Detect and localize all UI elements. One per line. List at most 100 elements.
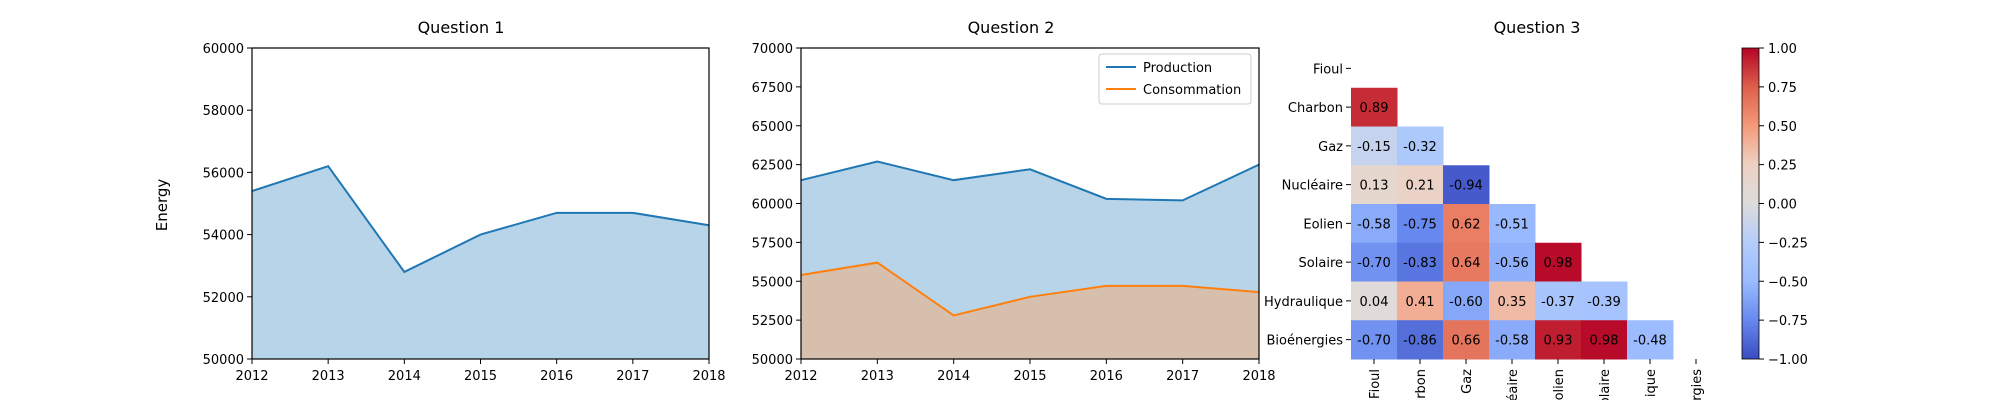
heatmap-cell	[1351, 126, 1398, 166]
heatmap-cell-label: -0.70	[1357, 334, 1391, 349]
y-tick-label: 54000	[203, 229, 244, 244]
heatmap-cell-label: -0.70	[1357, 256, 1391, 271]
y-tick-label: 57500	[752, 236, 793, 251]
chart-title-q3: Question 3	[1494, 18, 1581, 37]
x-tick-label: 2013	[312, 369, 345, 384]
colorbar-tick-label: 0.25	[1768, 159, 1797, 174]
heatmap-cell	[1397, 126, 1444, 166]
row-tick-label: Nucléaire	[1282, 179, 1343, 194]
colorbar-tick-label: −0.25	[1768, 236, 1808, 251]
row-tick-label: Charbon	[1288, 101, 1343, 116]
heatmap-cell	[1351, 165, 1398, 205]
x-tick-label: 2014	[388, 369, 421, 384]
heatmap-cell	[1443, 320, 1490, 360]
legend-label-consommation: Consommation	[1143, 83, 1241, 98]
colorbar-tick-label: 0.75	[1768, 81, 1797, 96]
heatmap-cell-label: 0.89	[1360, 101, 1389, 116]
heatmap-cell-label: 0.93	[1544, 334, 1573, 349]
colorbar-tick-label: −0.50	[1768, 275, 1808, 290]
col-tick-label: olien	[1552, 369, 1567, 400]
y-tick-label: 62500	[752, 159, 793, 174]
heatmap-cell-label: -0.39	[1587, 295, 1621, 310]
row-tick-label: Hydraulique	[1264, 295, 1343, 310]
x-tick-label: 2016	[540, 369, 573, 384]
heatmap-cell-label: 0.04	[1360, 295, 1389, 310]
row-tick-label: Bioénergies	[1267, 334, 1344, 349]
col-tick-label: rgies	[1690, 369, 1705, 400]
heatmap-cell	[1351, 204, 1398, 244]
heatmap-cell-label: -0.75	[1403, 217, 1437, 232]
heatmap-cell	[1351, 87, 1398, 127]
x-tick-label: 2014	[937, 369, 970, 384]
heatmap-cell-label: 0.66	[1452, 334, 1481, 349]
row-tick-label: Gaz	[1318, 140, 1343, 155]
heatmap-cell	[1443, 204, 1490, 244]
colorbar-tick-label: 1.00	[1768, 42, 1797, 57]
x-tick-label: 2015	[464, 369, 497, 384]
colorbar	[1741, 47, 1760, 360]
chart-question-3: Question 3 0.89 -0.15 -0.32 0.13 0.21 -0.94 -0…	[1264, 18, 1808, 400]
legend: Production Consommation	[1098, 53, 1252, 105]
heatmap-cell	[1397, 242, 1444, 282]
heatmap-cell	[1351, 320, 1398, 360]
y-tick-label: 67500	[752, 81, 793, 96]
heatmap-cell-label: 0.98	[1544, 256, 1573, 271]
heatmap-cell	[1397, 165, 1444, 205]
heatmap-cell	[1627, 320, 1674, 360]
chart-question-2: Question 2 2012 2013 2014 2015 2016 2017 2018 5…	[752, 18, 1276, 384]
colorbar-tick-label: 0.50	[1768, 120, 1797, 135]
x-tick-label: 2012	[784, 369, 817, 384]
colorbar-tick-label: 0.00	[1768, 198, 1797, 213]
y-tick-label: 55000	[752, 275, 793, 290]
x-tick-label: 2013	[861, 369, 894, 384]
heatmap-cell	[1489, 281, 1536, 321]
heatmap-cell-label: 0.98	[1590, 334, 1619, 349]
colorbar-tick-label: −1.00	[1768, 353, 1808, 368]
col-tick-label: ique	[1644, 369, 1659, 397]
heatmap-cell-label: -0.15	[1357, 140, 1391, 155]
col-tick-label: éaire	[1506, 369, 1521, 400]
y-axis-label-q1: Energy	[153, 179, 171, 232]
heatmap-cell	[1443, 165, 1490, 205]
legend-label-production: Production	[1143, 61, 1212, 76]
heatmap-cell-label: 0.41	[1406, 295, 1435, 310]
x-tick-label: 2018	[1242, 369, 1275, 384]
y-tick-label: 60000	[752, 198, 793, 213]
col-tick-label: olaire	[1598, 369, 1613, 400]
row-tick-label: Fioul	[1313, 62, 1343, 77]
heatmap-cell	[1443, 242, 1490, 282]
row-tick-label: Solaire	[1299, 256, 1343, 271]
y-tick-label: 56000	[203, 166, 244, 181]
heatmap-cell-label: -0.51	[1495, 217, 1529, 232]
heatmap-cell	[1535, 281, 1582, 321]
heatmap-cell-label: -0.37	[1541, 295, 1575, 310]
y-tick-label: 52500	[752, 314, 793, 329]
y-tick-label: 50000	[752, 353, 793, 368]
col-tick-label: Fioul	[1368, 369, 1383, 399]
chart-title-q1: Question 1	[418, 18, 505, 37]
heatmap-cell-label: -0.48	[1633, 334, 1667, 349]
y-tick-label: 58000	[203, 104, 244, 119]
col-tick-label: Gaz	[1460, 369, 1475, 394]
heatmap-cell	[1397, 320, 1444, 360]
heatmap-cell-label: -0.32	[1403, 140, 1437, 155]
x-tick-label: 2015	[1013, 369, 1046, 384]
heatmap-cell-label: -0.83	[1403, 256, 1437, 271]
area-fill-series-0	[252, 166, 709, 359]
heatmap-cell	[1535, 242, 1582, 282]
series-line-1	[800, 261, 1260, 317]
col-tick-label: rbon	[1414, 369, 1429, 399]
chart-title-q2: Question 2	[968, 18, 1055, 37]
x-tick-label: 2012	[235, 369, 268, 384]
y-tick-label: 70000	[752, 42, 793, 57]
y-tick-label: 65000	[752, 120, 793, 135]
heatmap-cell	[1489, 242, 1536, 282]
x-tick-label: 2018	[692, 369, 725, 384]
y-tick-label: 60000	[203, 42, 244, 57]
heatmap-cell-label: -0.58	[1357, 217, 1391, 232]
heatmap-cell-label: 0.35	[1498, 295, 1527, 310]
heatmap-cell-label: 0.62	[1452, 217, 1481, 232]
legend-box	[1098, 53, 1252, 105]
heatmap-cell	[1397, 281, 1444, 321]
